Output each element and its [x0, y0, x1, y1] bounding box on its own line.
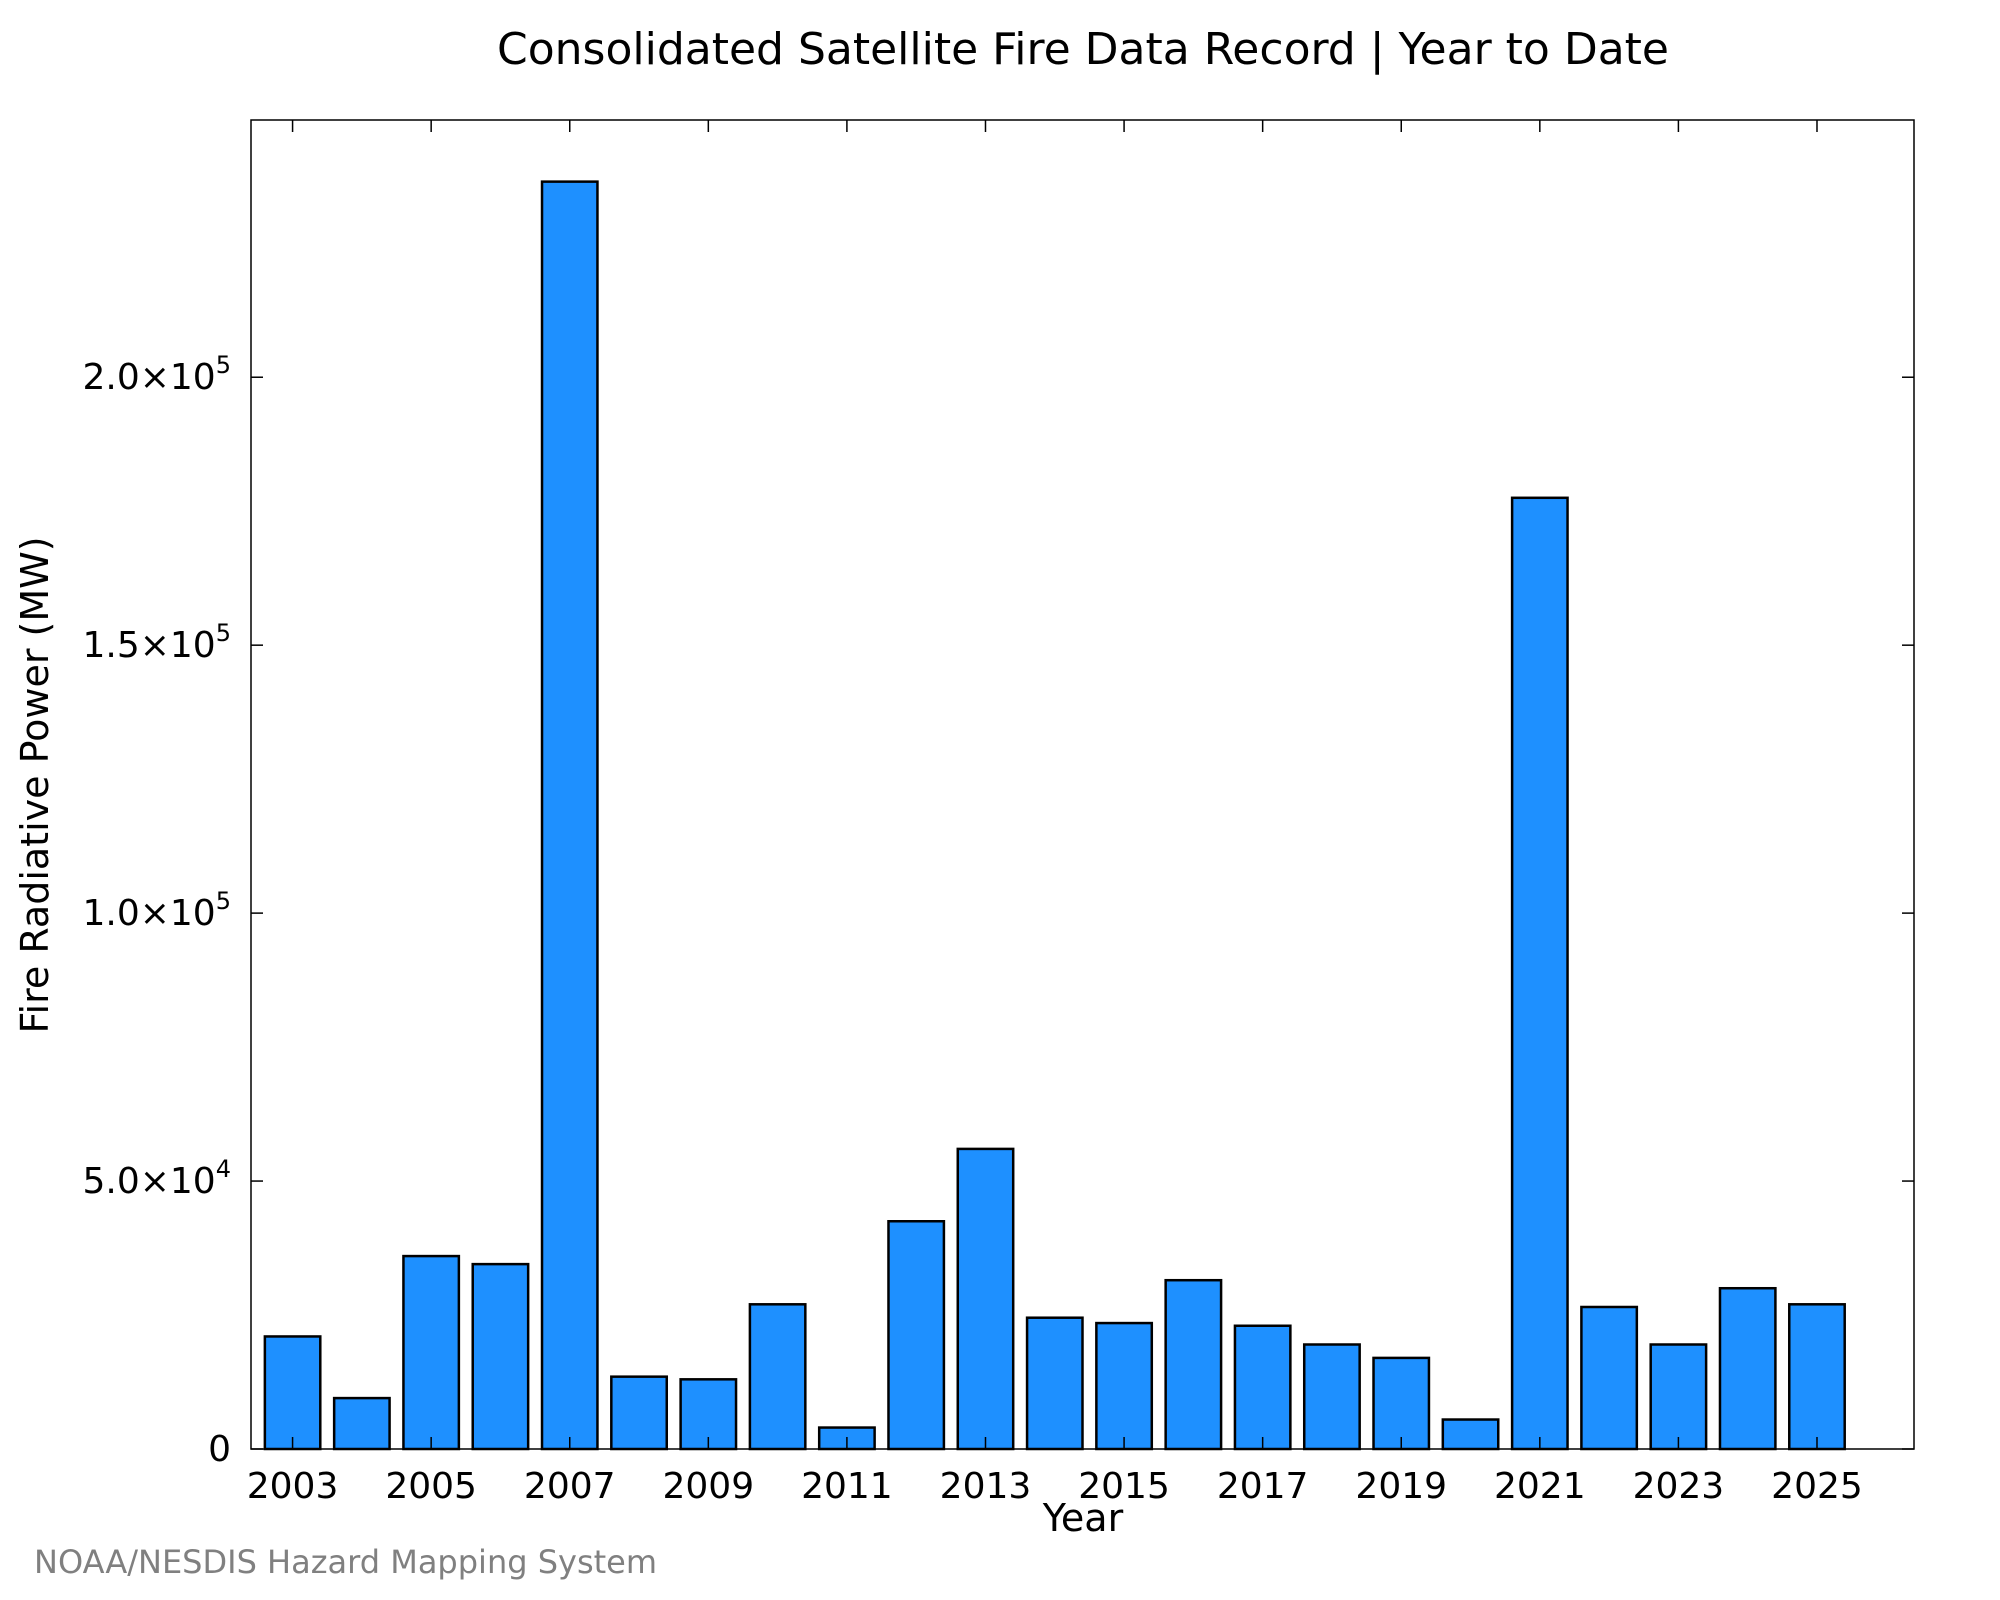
- bar-2015: [1095, 1321, 1154, 1451]
- y-tick-label-150000: 1.5×105: [82, 619, 231, 666]
- bars-group: [263, 180, 1846, 1451]
- bar-2016: [1164, 1278, 1223, 1451]
- bar-2021: [1510, 496, 1569, 1451]
- bar-2024: [1718, 1286, 1777, 1451]
- x-tick-label-2023: 2023: [1633, 1466, 1725, 1507]
- x-axis-label: Year: [1042, 1496, 1124, 1540]
- credit-text: NOAA/NESDIS Hazard Mapping System: [34, 1543, 657, 1581]
- x-tick-label-2011: 2011: [801, 1466, 893, 1507]
- x-tick-label-2025: 2025: [1771, 1466, 1863, 1507]
- bar-2019: [1372, 1356, 1431, 1451]
- bar-2007: [540, 180, 599, 1451]
- bar-2013: [956, 1147, 1015, 1451]
- bar-2014: [1025, 1316, 1084, 1451]
- x-tick-label-2017: 2017: [1217, 1466, 1309, 1507]
- y-axis-label: Fire Radiative Power (MW): [13, 536, 57, 1033]
- x-tick-label-2009: 2009: [663, 1466, 755, 1507]
- bar-2003: [263, 1335, 322, 1451]
- bar-2005: [402, 1254, 461, 1451]
- x-tick-label-2015: 2015: [1078, 1466, 1170, 1507]
- x-tick-label-2013: 2013: [940, 1466, 1032, 1507]
- chart-title: Consolidated Satellite Fire Data Record …: [497, 24, 1669, 75]
- bar-2023: [1649, 1343, 1708, 1451]
- bar-2017: [1233, 1324, 1292, 1451]
- plot-frame: [250, 119, 1915, 1450]
- ticks-group: 2003 2005 2007 2009 2011 2013 2015 2017 2019 2021…: [82, 120, 1914, 1507]
- bar-2010: [748, 1303, 807, 1451]
- y-tick-label-100000: 1.0×105: [82, 887, 231, 934]
- x-tick-label-2005: 2005: [385, 1466, 477, 1507]
- bar-2022: [1580, 1305, 1639, 1451]
- y-tick-label-200000: 2.0×105: [82, 351, 231, 398]
- bar-2004: [332, 1396, 391, 1451]
- x-tick-label-2003: 2003: [247, 1466, 339, 1507]
- y-tick-label-0: 0: [208, 1429, 231, 1470]
- y-tick-label-50000: 5.0×104: [82, 1155, 231, 1202]
- x-tick-label-2019: 2019: [1355, 1466, 1447, 1507]
- x-tick-label-2007: 2007: [524, 1466, 616, 1507]
- bar-2006: [471, 1262, 530, 1451]
- bar-2008: [610, 1375, 669, 1451]
- bar-2018: [1302, 1343, 1361, 1451]
- bar-2012: [887, 1220, 946, 1451]
- bar-2020: [1441, 1418, 1500, 1451]
- x-tick-label-2021: 2021: [1494, 1466, 1586, 1507]
- bar-2025: [1788, 1303, 1846, 1451]
